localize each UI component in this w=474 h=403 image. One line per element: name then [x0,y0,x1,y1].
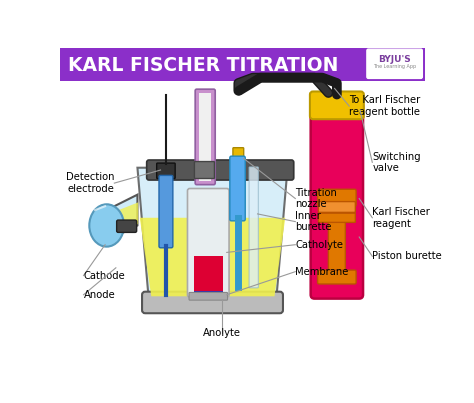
FancyBboxPatch shape [319,213,356,222]
Bar [194,256,223,291]
Polygon shape [137,168,288,303]
FancyBboxPatch shape [195,89,215,185]
Polygon shape [109,202,138,237]
FancyBboxPatch shape [318,189,356,206]
Bar [194,291,223,293]
FancyBboxPatch shape [367,49,422,79]
Text: Cathode: Cathode [83,270,125,280]
Text: Membrane: Membrane [295,267,349,277]
Text: Karl Fischer
reagent: Karl Fischer reagent [372,207,430,229]
FancyBboxPatch shape [310,102,363,299]
FancyBboxPatch shape [310,91,364,119]
Bar [194,295,223,298]
Text: KARL FISCHER TITRATION: KARL FISCHER TITRATION [68,56,338,75]
Text: Detection
electrode: Detection electrode [66,172,114,194]
FancyBboxPatch shape [318,270,356,284]
FancyBboxPatch shape [117,220,137,233]
FancyBboxPatch shape [319,202,356,212]
Text: Inner
burette: Inner burette [295,211,332,233]
Bar [61,48,425,81]
FancyBboxPatch shape [233,147,244,160]
FancyBboxPatch shape [328,198,346,280]
Text: Catholyte: Catholyte [295,240,343,250]
Polygon shape [140,218,285,296]
FancyBboxPatch shape [157,163,175,179]
Text: Switching
valve: Switching valve [372,152,421,173]
FancyBboxPatch shape [249,167,258,288]
Bar [194,293,223,295]
FancyBboxPatch shape [230,156,245,221]
Ellipse shape [89,204,124,247]
FancyBboxPatch shape [194,162,214,179]
Text: Anolyte: Anolyte [203,328,241,338]
FancyBboxPatch shape [189,293,228,300]
FancyBboxPatch shape [188,189,229,297]
FancyBboxPatch shape [159,175,173,248]
Text: BYJU'S: BYJU'S [378,55,411,64]
Polygon shape [107,195,137,241]
Text: Anode: Anode [83,290,115,300]
Text: The Learning App: The Learning App [373,64,416,69]
Text: Titration
nozzle: Titration nozzle [295,188,337,209]
Bar [199,93,211,181]
Text: Piston burette: Piston burette [372,251,442,261]
FancyBboxPatch shape [142,292,283,313]
Text: To Karl Fischer
reagent bottle: To Karl Fischer reagent bottle [349,96,420,117]
FancyBboxPatch shape [146,160,294,180]
